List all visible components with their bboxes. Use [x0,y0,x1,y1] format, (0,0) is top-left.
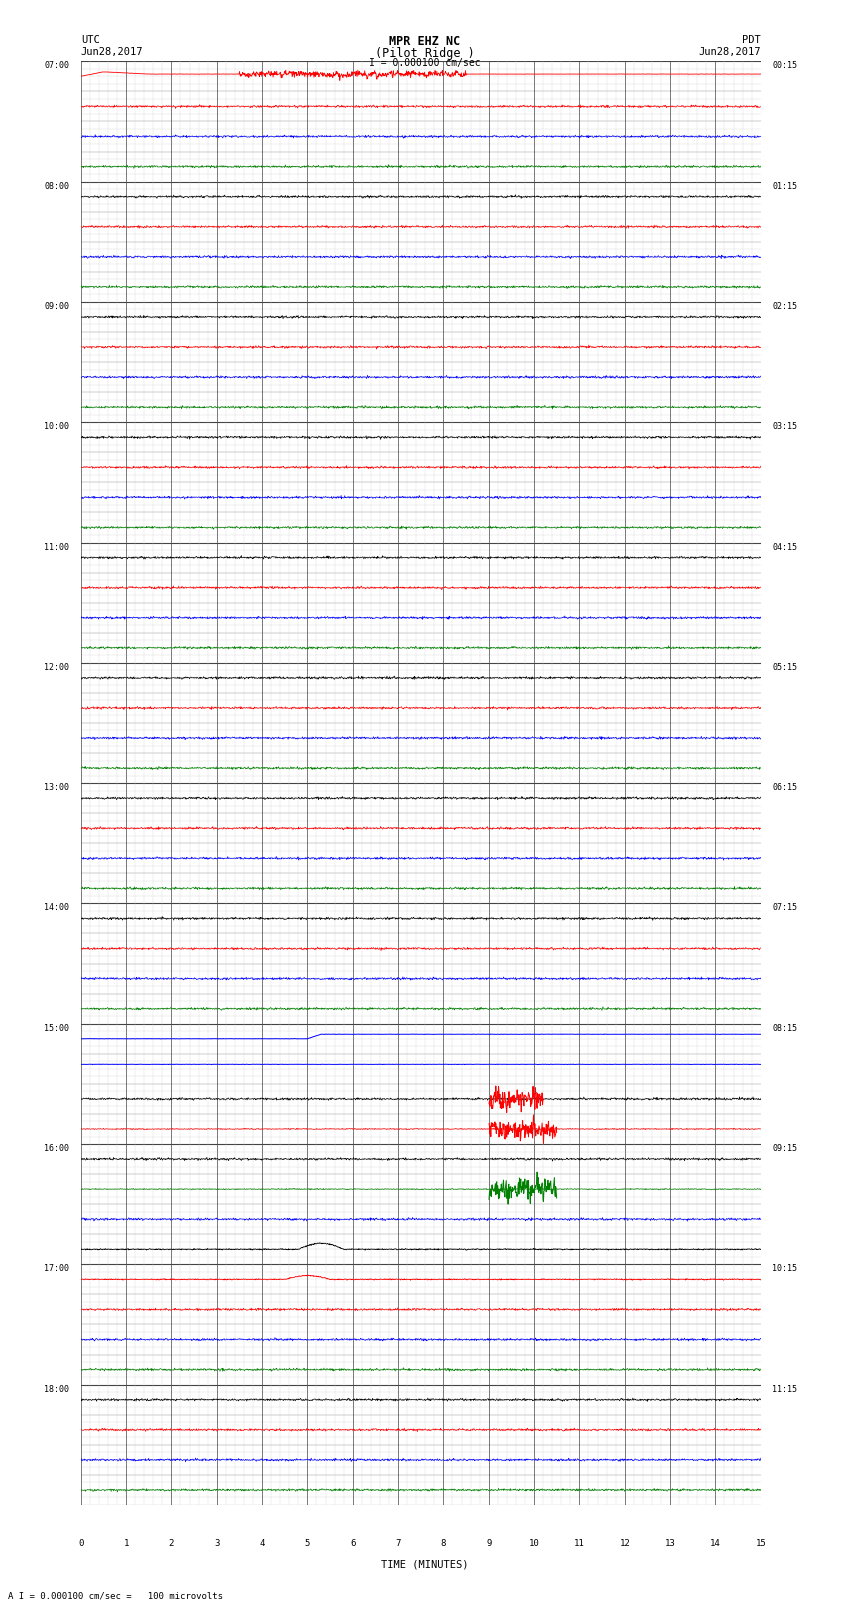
Text: A I = 0.000100 cm/sec =   100 microvolts: A I = 0.000100 cm/sec = 100 microvolts [8,1590,224,1600]
Text: 15: 15 [756,1539,766,1548]
Text: 13:00: 13:00 [44,784,70,792]
Text: I = 0.000100 cm/sec: I = 0.000100 cm/sec [369,58,481,68]
Text: 09:00: 09:00 [44,302,70,311]
Text: 07:15: 07:15 [772,903,797,913]
Text: 05:15: 05:15 [772,663,797,671]
Text: 08:15: 08:15 [772,1024,797,1032]
Text: Jun28,2017: Jun28,2017 [81,47,144,56]
Text: 16:00: 16:00 [44,1144,70,1153]
Text: UTC: UTC [81,35,99,45]
Text: PDT: PDT [742,35,761,45]
Text: 01:15: 01:15 [772,182,797,190]
Text: 14: 14 [710,1539,721,1548]
Text: (Pilot Ridge ): (Pilot Ridge ) [375,47,475,60]
Text: 03:15: 03:15 [772,423,797,431]
Text: TIME (MINUTES): TIME (MINUTES) [382,1560,468,1569]
Text: 10:15: 10:15 [772,1265,797,1273]
Text: 07:00: 07:00 [44,61,70,71]
Text: 2: 2 [169,1539,174,1548]
Text: 4: 4 [259,1539,264,1548]
Text: 12: 12 [620,1539,630,1548]
Text: 13: 13 [665,1539,676,1548]
Text: 11:00: 11:00 [44,542,70,552]
Text: 10:00: 10:00 [44,423,70,431]
Text: 15:00: 15:00 [44,1024,70,1032]
Text: 14:00: 14:00 [44,903,70,913]
Text: 7: 7 [395,1539,400,1548]
Text: 1: 1 [123,1539,128,1548]
Text: 08:00: 08:00 [44,182,70,190]
Text: 8: 8 [441,1539,446,1548]
Text: 12:00: 12:00 [44,663,70,671]
Text: 02:15: 02:15 [772,302,797,311]
Text: 06:15: 06:15 [772,784,797,792]
Text: 04:15: 04:15 [772,542,797,552]
Text: 17:00: 17:00 [44,1265,70,1273]
Text: 00:15: 00:15 [772,61,797,71]
Text: 3: 3 [214,1539,219,1548]
Text: 11: 11 [574,1539,585,1548]
Text: 09:15: 09:15 [772,1144,797,1153]
Text: MPR EHZ NC: MPR EHZ NC [389,35,461,48]
Text: 9: 9 [486,1539,491,1548]
Text: 10: 10 [529,1539,540,1548]
Text: 6: 6 [350,1539,355,1548]
Text: 0: 0 [78,1539,83,1548]
Text: 11:15: 11:15 [772,1384,797,1394]
Text: Jun28,2017: Jun28,2017 [698,47,761,56]
Text: 5: 5 [305,1539,310,1548]
Text: 18:00: 18:00 [44,1384,70,1394]
